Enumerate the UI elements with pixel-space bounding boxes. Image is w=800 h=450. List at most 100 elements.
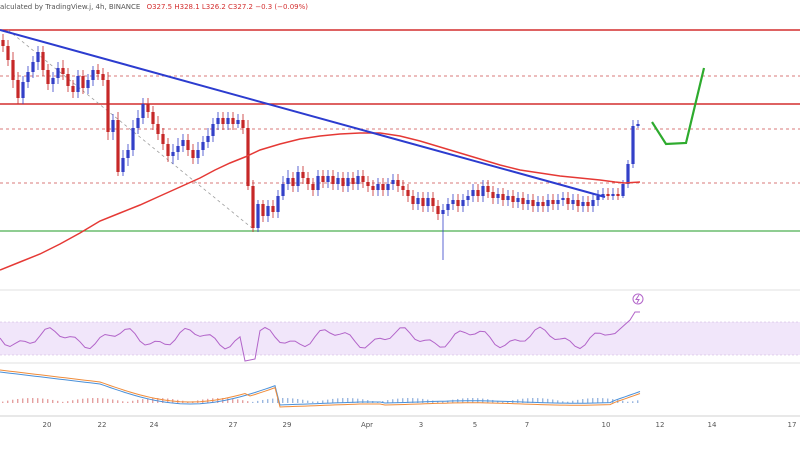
candle[interactable]	[616, 188, 620, 200]
bearish-trend-line[interactable]	[0, 29, 606, 198]
candle[interactable]	[471, 184, 475, 202]
candle[interactable]	[71, 80, 75, 98]
candle[interactable]	[416, 192, 420, 210]
candle[interactable]	[151, 106, 155, 130]
moving-average-line[interactable]	[0, 132, 641, 271]
candle[interactable]	[141, 98, 145, 124]
candle[interactable]	[606, 188, 610, 200]
candle[interactable]	[166, 138, 170, 162]
candle[interactable]	[196, 142, 200, 164]
candle[interactable]	[501, 188, 505, 206]
candle[interactable]	[61, 60, 65, 80]
candle[interactable]	[601, 188, 605, 200]
candle[interactable]	[206, 128, 210, 148]
candle[interactable]	[1, 34, 5, 52]
candle[interactable]	[591, 194, 595, 212]
candle[interactable]	[496, 188, 500, 204]
candle[interactable]	[6, 40, 10, 66]
candle[interactable]	[66, 68, 70, 92]
candle[interactable]	[251, 180, 255, 232]
candles-group[interactable]	[1, 34, 640, 260]
candle[interactable]	[46, 64, 50, 90]
candle[interactable]	[386, 178, 390, 196]
candle[interactable]	[431, 192, 435, 212]
candle[interactable]	[286, 170, 290, 190]
candle[interactable]	[361, 170, 365, 188]
candle[interactable]	[301, 166, 305, 184]
candle[interactable]	[86, 74, 90, 94]
candle[interactable]	[136, 110, 140, 134]
candle[interactable]	[36, 46, 40, 70]
candle[interactable]	[146, 98, 150, 118]
candle[interactable]	[571, 194, 575, 210]
candle[interactable]	[131, 120, 135, 156]
candle[interactable]	[631, 120, 635, 168]
candle[interactable]	[276, 190, 280, 218]
macd-line[interactable]	[0, 371, 641, 406]
candle[interactable]	[201, 136, 205, 156]
candle[interactable]	[411, 190, 415, 210]
candle[interactable]	[306, 172, 310, 190]
candle[interactable]	[366, 176, 370, 192]
candle[interactable]	[371, 180, 375, 196]
macd-signal-line[interactable]	[0, 369, 641, 408]
candle[interactable]	[281, 176, 285, 200]
candle[interactable]	[481, 180, 485, 202]
candle[interactable]	[436, 200, 440, 220]
candle[interactable]	[216, 112, 220, 130]
candle[interactable]	[521, 192, 525, 210]
candle[interactable]	[466, 190, 470, 206]
candle[interactable]	[441, 204, 445, 260]
candle[interactable]	[211, 118, 215, 142]
candle[interactable]	[336, 172, 340, 190]
candle[interactable]	[311, 178, 315, 196]
candle[interactable]	[256, 200, 260, 232]
candle[interactable]	[426, 192, 430, 212]
candle[interactable]	[391, 174, 395, 190]
candle[interactable]	[56, 62, 60, 84]
candle[interactable]	[561, 192, 565, 206]
candle[interactable]	[331, 170, 335, 190]
candle[interactable]	[261, 200, 265, 222]
candle[interactable]	[271, 200, 275, 218]
candle[interactable]	[341, 172, 345, 192]
candle[interactable]	[486, 180, 490, 198]
candle[interactable]	[116, 112, 120, 176]
candle[interactable]	[126, 144, 130, 166]
candle[interactable]	[161, 128, 165, 150]
candle[interactable]	[11, 52, 15, 88]
candle[interactable]	[506, 190, 510, 206]
candle[interactable]	[556, 194, 560, 210]
candle[interactable]	[326, 170, 330, 188]
candle[interactable]	[186, 134, 190, 156]
candle[interactable]	[451, 194, 455, 210]
candle[interactable]	[236, 114, 240, 128]
candle[interactable]	[91, 66, 95, 86]
candle[interactable]	[551, 194, 555, 210]
candle[interactable]	[376, 178, 380, 196]
candle[interactable]	[181, 134, 185, 152]
candle[interactable]	[266, 200, 270, 222]
candle[interactable]	[111, 114, 115, 140]
candle[interactable]	[381, 178, 385, 196]
candle[interactable]	[516, 192, 520, 208]
candle[interactable]	[396, 174, 400, 192]
candle[interactable]	[446, 198, 450, 216]
alert-icon[interactable]	[632, 293, 644, 305]
candle[interactable]	[41, 46, 45, 76]
candle[interactable]	[531, 194, 535, 212]
candle[interactable]	[221, 112, 225, 130]
candle[interactable]	[351, 172, 355, 190]
candle[interactable]	[346, 172, 350, 192]
candle[interactable]	[21, 76, 25, 104]
candle[interactable]	[511, 190, 515, 208]
candle[interactable]	[536, 196, 540, 212]
candle[interactable]	[456, 194, 460, 212]
candle[interactable]	[421, 192, 425, 212]
candle[interactable]	[596, 190, 600, 206]
candle[interactable]	[51, 72, 55, 92]
candle[interactable]	[96, 64, 100, 80]
candle[interactable]	[101, 68, 105, 86]
candle[interactable]	[31, 56, 35, 78]
